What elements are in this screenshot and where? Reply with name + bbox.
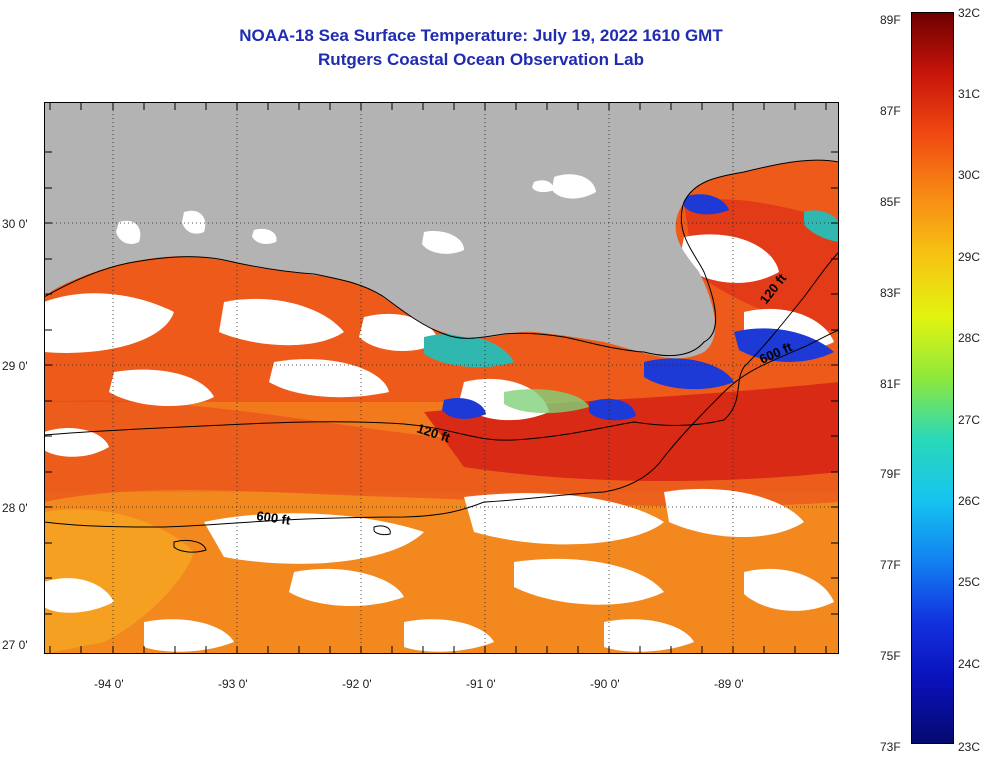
celsius-label: 31C bbox=[958, 87, 981, 101]
celsius-label: 23C bbox=[958, 740, 981, 754]
tick-marks bbox=[44, 102, 839, 654]
cloud-patches bbox=[44, 234, 834, 652]
fahrenheit-label: 77F bbox=[880, 558, 901, 572]
graticule bbox=[44, 102, 839, 654]
fahrenheit-label: 87F bbox=[880, 104, 901, 118]
celsius-label: 24C bbox=[958, 657, 981, 671]
map-title: NOAA-18 Sea Surface Temperature: July 19… bbox=[239, 26, 723, 45]
fahrenheit-label: 79F bbox=[880, 467, 901, 481]
fahrenheit-label: 75F bbox=[880, 649, 901, 663]
fahrenheit-label: 89F bbox=[880, 13, 901, 27]
fahrenheit-label: 83F bbox=[880, 286, 901, 300]
fahrenheit-label: 81F bbox=[880, 377, 901, 391]
isobath-label: 600 ft bbox=[256, 508, 292, 528]
lon-label: -89 0' bbox=[714, 677, 744, 691]
celsius-label: 30C bbox=[958, 168, 981, 182]
coastline bbox=[44, 159, 839, 357]
lat-label: 28 0' bbox=[2, 501, 28, 515]
lat-label: 30 0' bbox=[2, 217, 28, 231]
lon-label: -91 0' bbox=[466, 677, 496, 691]
celsius-label: 26C bbox=[958, 494, 981, 508]
sst-map: 120 ft 600 ft 120 ft 600 ft bbox=[44, 102, 839, 654]
fahrenheit-label: 85F bbox=[880, 195, 901, 209]
celsius-label: 32C bbox=[958, 6, 981, 20]
land-area bbox=[44, 102, 839, 359]
cool-water-patches bbox=[424, 194, 839, 421]
fahrenheit-label: 73F bbox=[880, 740, 901, 754]
map-subtitle: Rutgers Coastal Ocean Observation Lab bbox=[318, 50, 644, 69]
celsius-label: 27C bbox=[958, 413, 981, 427]
lon-label: -92 0' bbox=[342, 677, 372, 691]
celsius-label: 28C bbox=[958, 331, 981, 345]
lon-label: -94 0' bbox=[94, 677, 124, 691]
celsius-label: 29C bbox=[958, 250, 981, 264]
isobath-lines bbox=[44, 251, 839, 553]
lon-label: -93 0' bbox=[218, 677, 248, 691]
lon-label: -90 0' bbox=[590, 677, 620, 691]
temperature-colorbar bbox=[911, 12, 954, 744]
map-frame bbox=[44, 102, 839, 654]
celsius-label: 25C bbox=[958, 575, 981, 589]
lat-label: 29 0' bbox=[2, 359, 28, 373]
lat-label: 27 0' bbox=[2, 638, 28, 652]
